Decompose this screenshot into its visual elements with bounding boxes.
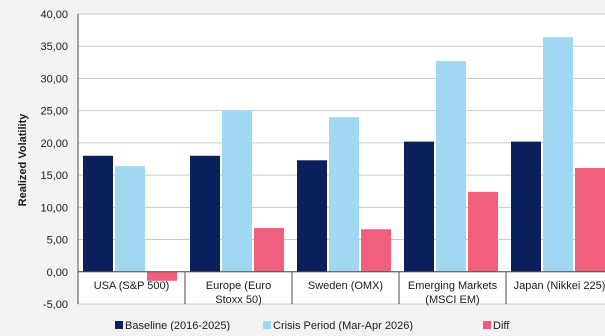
legend-label: Baseline (2016-2025) (125, 320, 230, 331)
y-tick-label: 0,00 (47, 267, 68, 279)
bar (436, 61, 466, 272)
legend-swatch (483, 321, 491, 329)
x-category-label: Japan (Nikkei 225) (514, 280, 605, 292)
legend-swatch (115, 321, 123, 329)
axes (77, 14, 605, 304)
bar (222, 110, 252, 272)
y-tick-label: 5,00 (47, 235, 68, 247)
bars (83, 37, 605, 281)
x-category-label: Stoxx 50) (215, 294, 261, 306)
bar (468, 191, 498, 272)
y-tick-label: 35,00 (40, 41, 68, 53)
x-category-label: USA (S&P 500) (94, 280, 170, 292)
bar (115, 166, 145, 272)
x-category-label: Emerging Markets (408, 280, 498, 292)
bar (329, 117, 359, 272)
y-tick-label: 20,00 (40, 138, 68, 150)
y-tick-label: 30,00 (40, 73, 68, 85)
legend-label: Crisis Period (Mar-Apr 2026) (273, 320, 413, 331)
y-axis-title: Realized Volatility (17, 113, 29, 207)
legend: Baseline (2016-2025) Crisis Period (Mar-A… (115, 320, 510, 332)
legend-label: Diff (493, 320, 510, 331)
y-tick-label: 10,00 (40, 202, 68, 214)
bar (83, 155, 113, 272)
bar (511, 141, 541, 272)
y-axis-tick-labels: -5,00 0,00 5,00 10,00 15,00 20,00 25,00 30,00 35… (40, 9, 68, 311)
x-axis-category-labels: USA (S&P 500) Europe (Euro Stoxx 50) Sweden… (94, 280, 605, 306)
bar (254, 227, 284, 272)
y-tick-label: 25,00 (40, 106, 68, 118)
bar (361, 229, 391, 272)
y-tick-label: -5,00 (43, 299, 68, 311)
x-category-label: Europe (Euro (206, 280, 271, 292)
bar (404, 141, 434, 272)
bar (543, 37, 573, 272)
bar (297, 160, 327, 272)
bar (147, 271, 177, 281)
bar (190, 155, 220, 272)
bar (575, 168, 605, 272)
x-category-label: Sweden (OMX) (308, 280, 383, 292)
x-category-label: (MSCI EM) (425, 294, 479, 306)
y-tick-label: 40,00 (40, 9, 68, 21)
legend-swatch (263, 321, 271, 329)
y-tick-label: 15,00 (40, 170, 68, 182)
